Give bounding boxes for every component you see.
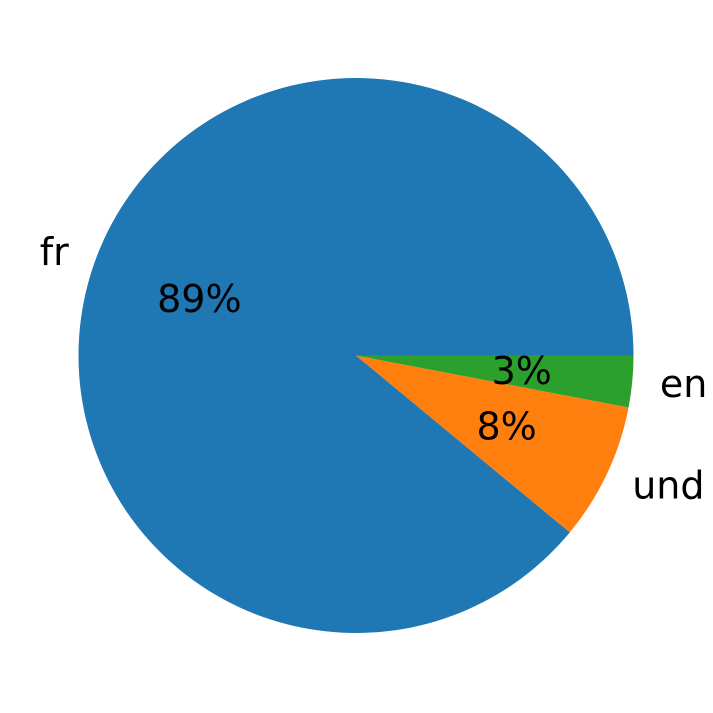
pie-slice-en xyxy=(356,355,634,408)
slice-label-und: und xyxy=(632,463,704,507)
slice-label-en: en xyxy=(660,362,707,406)
slice-pct-und: 8% xyxy=(477,404,537,448)
slice-pct-en: 3% xyxy=(492,349,552,393)
slice-pct-fr: 89% xyxy=(157,277,241,321)
pie-slice-und xyxy=(356,355,629,533)
slice-label-fr: fr xyxy=(40,230,69,274)
pie-slice-fr xyxy=(78,78,634,634)
